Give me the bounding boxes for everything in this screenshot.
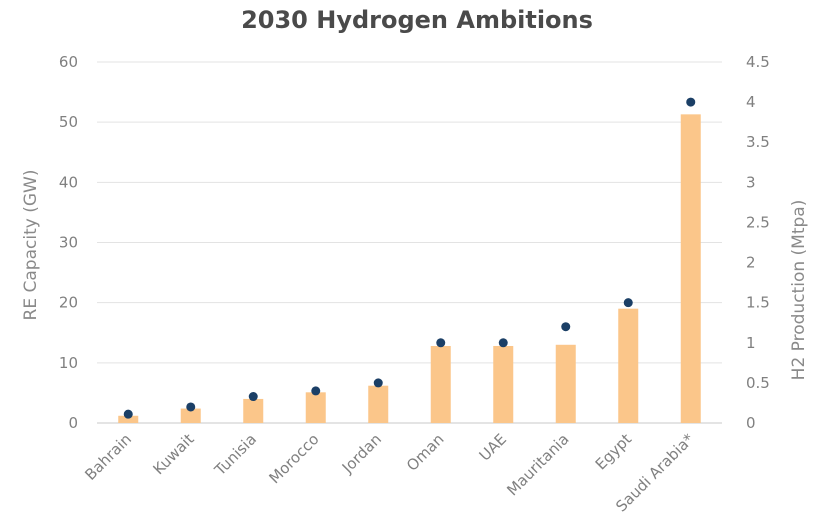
chart-title: 2030 Hydrogen Ambitions <box>241 6 593 34</box>
bar-saudi-arabia <box>680 114 701 423</box>
right-tick-label: 3.5 <box>746 133 770 151</box>
left-tick-label: 60 <box>59 53 78 71</box>
right-tick-label: 1.5 <box>746 294 770 312</box>
marker-egypt <box>623 298 633 308</box>
bar-mauritania <box>555 344 576 423</box>
category-axis-ticks: Bahrain Kuwait Tunisia Morocco Jordan Oman UAE… <box>81 430 698 516</box>
marker-mauritania <box>561 322 571 332</box>
category-label: Mauritania <box>503 430 572 499</box>
right-tick-label: 2 <box>746 254 756 272</box>
category-label: Morocco <box>265 430 322 487</box>
right-tick-label: 4 <box>746 93 756 111</box>
re-capacity-bars <box>118 114 701 423</box>
left-tick-label: 40 <box>59 173 78 191</box>
marker-bahrain <box>123 409 133 419</box>
right-tick-label: 3 <box>746 173 756 191</box>
bar-uae <box>493 345 514 423</box>
bar-kuwait <box>180 408 201 423</box>
bar-tunisia <box>243 398 264 423</box>
left-tick-label: 30 <box>59 234 78 252</box>
right-tick-label: 0 <box>746 414 756 432</box>
marker-jordan <box>373 378 383 388</box>
right-axis-title: H2 Production (Mtpa) <box>789 200 809 381</box>
marker-tunisia <box>248 392 258 402</box>
right-tick-label: 0.5 <box>746 374 770 392</box>
marker-kuwait <box>186 402 196 412</box>
left-tick-label: 0 <box>68 414 78 432</box>
right-axis-ticks: 0 0.5 1 1.5 2 2.5 3 3.5 4 4.5 <box>746 53 770 432</box>
category-label: Oman <box>403 430 448 475</box>
left-axis-ticks: 0 10 20 30 40 50 60 <box>59 53 78 432</box>
marker-uae <box>498 338 508 348</box>
category-label: UAE <box>476 430 510 464</box>
right-tick-label: 1 <box>746 334 756 352</box>
bar-morocco <box>305 392 326 423</box>
left-tick-label: 50 <box>59 113 78 131</box>
gridlines <box>97 61 722 424</box>
bar-jordan <box>368 385 389 423</box>
category-label: Tunisia <box>210 430 260 480</box>
marker-morocco <box>311 386 321 396</box>
h2-production-markers <box>123 97 696 419</box>
marker-oman <box>436 338 446 348</box>
bar-egypt <box>618 308 639 423</box>
right-tick-label: 2.5 <box>746 213 770 231</box>
category-label: Egypt <box>592 430 635 473</box>
left-tick-label: 10 <box>59 354 78 372</box>
category-label: Bahrain <box>81 430 135 484</box>
left-tick-label: 20 <box>59 294 78 312</box>
left-axis-title: RE Capacity (GW) <box>21 170 41 321</box>
bar-bahrain <box>118 415 139 423</box>
marker-saudi-arabia <box>686 97 696 107</box>
category-label: Kuwait <box>149 430 197 478</box>
bar-oman <box>430 345 451 423</box>
category-label: Jordan <box>338 430 385 477</box>
right-tick-label: 4.5 <box>746 53 770 71</box>
